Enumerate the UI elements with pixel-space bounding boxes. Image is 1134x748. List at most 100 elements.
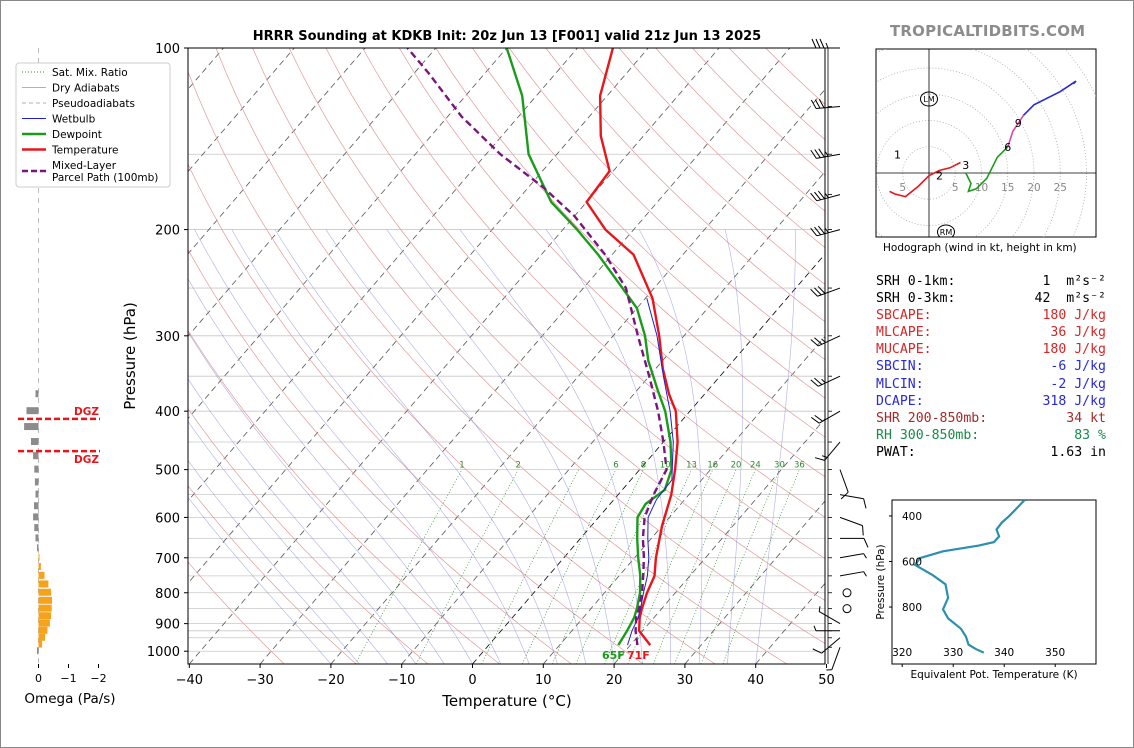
y-tick-label: 400 (155, 405, 180, 420)
mixing-ratio-label: 13 (686, 461, 697, 471)
omega-bar (34, 478, 39, 486)
mixing-ratio-line (415, 469, 519, 664)
stat-label: SBCAPE: (876, 308, 932, 324)
hodo-ring-label: 5 (899, 182, 906, 194)
y-tick-label: 500 (155, 464, 180, 479)
stat-label: SBCIN: (876, 359, 924, 375)
omega-bar (38, 553, 40, 561)
stat-row: SBCAPE: 180 J/kg (876, 307, 1106, 324)
stat-row: RH 300-850mb: 83 % (876, 427, 1106, 444)
wind-barb (810, 286, 841, 297)
calm-marker (842, 588, 852, 598)
moist-adiabat (188, 278, 473, 664)
barb-flag (817, 190, 825, 200)
barb-flag (810, 227, 818, 237)
hodo-ring-label: 10 (975, 182, 988, 194)
left-mover-label: LM (923, 95, 934, 104)
moist-adiabat (274, 229, 558, 664)
y-axis-label: Pressure (hPa) (121, 302, 139, 410)
isotherm (401, 171, 825, 664)
omega-bar (38, 604, 52, 612)
omega-bar (38, 596, 52, 604)
omega-bar (38, 580, 49, 588)
barb-half (825, 42, 829, 49)
right-mover-label: RM (940, 228, 953, 237)
omega-bar (31, 438, 39, 446)
stat-value: -2 J/kg (1050, 376, 1106, 392)
dry-adiabat (188, 485, 357, 664)
stat-value: 34 kt (1066, 410, 1106, 426)
wind-barb (810, 335, 841, 347)
mixing-ratio-label: 16 (707, 461, 718, 471)
barb-flag (814, 457, 825, 461)
wind-barb (818, 606, 841, 625)
omega-bar (38, 633, 46, 641)
theta-y-tick-label: 600 (902, 557, 922, 569)
stat-label: DCAPE: (876, 393, 924, 409)
omega-bar (24, 423, 39, 431)
barb-half (863, 553, 867, 559)
legend-label: Pseudoadiabats (52, 98, 135, 110)
barb-shaft (839, 494, 864, 500)
barb-flag (814, 377, 823, 386)
stat-label: SHR 200-850mb: (876, 410, 988, 426)
omega-bar (38, 626, 48, 634)
wind-barb (813, 625, 840, 632)
x-tick-label: −40 (176, 673, 203, 688)
mixing-ratio-label: 2 (516, 461, 521, 471)
brand-watermark: TROPICALTIDBITS.COM (890, 22, 1086, 40)
barb-shaft (839, 516, 863, 527)
barb-flag (810, 288, 818, 297)
omega-bar (38, 571, 45, 579)
legend-label: Parcel Path (100mb) (52, 172, 158, 184)
legend: Sat. Mix. Ratio Dry Adiabats Pseudoadiabat… (15, 62, 171, 188)
hodo-trace (889, 161, 961, 198)
moist-adiabat (545, 229, 671, 664)
y-tick-label: 300 (155, 330, 180, 345)
barb-half (821, 455, 828, 458)
omega-xlabel: Omega (Pa/s) (24, 691, 115, 707)
omega-bar (38, 640, 43, 648)
wind-barb (810, 148, 841, 159)
omega-bar (38, 588, 52, 596)
omega-tick-label: 0 (35, 672, 42, 685)
x-tick-label: −30 (246, 673, 273, 688)
barb-flag (814, 191, 822, 201)
barb-half (824, 193, 829, 199)
series-wetbulb (627, 298, 674, 646)
plot-frame (187, 47, 826, 665)
barb-half (863, 571, 867, 577)
mixing-ratio-label: 10 (660, 461, 671, 471)
stat-label: MLCIN: (876, 376, 924, 392)
hodo-ring-label: 15 (1001, 182, 1014, 194)
x-tick-label: 50 (818, 673, 835, 688)
omega-tick-label: −2 (90, 672, 106, 685)
dry-adiabat (508, 48, 825, 361)
dry-adiabat (252, 48, 825, 644)
stat-value: 1.63 in (1050, 444, 1106, 460)
hodograph: 5 5 10 15 20 25 1 2 3 69 LM RM (875, 48, 1097, 238)
stat-row: SRH 0-3km: 42 m²s⁻² (876, 290, 1106, 307)
barb-flag (863, 538, 869, 548)
barb-shaft (818, 611, 841, 625)
barb-shaft (817, 287, 841, 297)
calm-marker (842, 604, 852, 614)
right-mover-marker (937, 224, 955, 237)
mixing-ratio-label: 20 (731, 461, 742, 471)
barb-flag (812, 648, 822, 654)
omega-bar (34, 502, 39, 510)
mixing-ratio-line (355, 469, 463, 664)
omega-bar (38, 562, 41, 570)
barb-flag (814, 149, 821, 158)
dry-adiabat (362, 48, 825, 518)
y-tick-label: 1000 (147, 645, 180, 660)
moist-adiabat (188, 378, 417, 664)
omega-bar (34, 524, 39, 532)
hodo-height-label: 9 (1015, 117, 1022, 130)
mixing-ratio-line (575, 469, 666, 664)
x-tick-label: 30 (677, 673, 694, 688)
barb-flag (862, 525, 864, 536)
stat-row: SRH 0-1km: 1 m²s⁻² (876, 273, 1106, 290)
hodo-ring-label: 5 (952, 182, 959, 194)
dry-adiabat (435, 48, 825, 438)
